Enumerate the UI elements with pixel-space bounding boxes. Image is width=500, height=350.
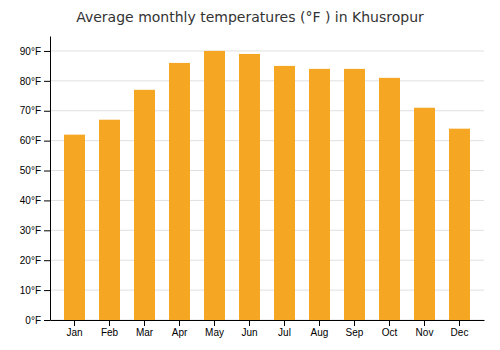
bars	[64, 51, 470, 320]
y-tick: 90°F	[20, 46, 50, 57]
y-tick-mark	[44, 260, 50, 261]
y-tick-label: 80°F	[20, 76, 41, 87]
y-tick-label: 60°F	[20, 135, 41, 146]
x-tick-label: Sep	[346, 327, 364, 338]
y-tick-mark	[44, 320, 50, 321]
x-tick-mark	[214, 320, 215, 326]
x-tick-mark	[144, 320, 145, 326]
y-tick: 70°F	[20, 105, 50, 116]
bar	[309, 69, 330, 320]
x-tick-mark	[389, 320, 390, 326]
x-tick-mark	[74, 320, 75, 326]
x-tick: May	[205, 320, 224, 338]
grid-line	[50, 50, 484, 51]
y-tick: 80°F	[20, 76, 50, 87]
x-tick: Feb	[101, 320, 119, 338]
y-tick-mark	[44, 171, 50, 172]
x-tick: Oct	[382, 320, 398, 338]
x-tick-mark	[179, 320, 180, 326]
y-tick-mark	[44, 111, 50, 112]
y-tick: 0°F	[25, 315, 50, 326]
x-tick-label: Dec	[451, 327, 469, 338]
x-tick-label: Aug	[311, 327, 329, 338]
y-tick-mark	[44, 230, 50, 231]
y-tick-label: 50°F	[20, 165, 41, 176]
y-tick: 10°F	[20, 285, 50, 296]
x-tick: Apr	[172, 320, 188, 338]
y-tick: 50°F	[20, 165, 50, 176]
x-axis-line	[51, 320, 485, 321]
bar	[379, 78, 400, 320]
y-tick-label: 0°F	[25, 315, 41, 326]
bar	[239, 54, 260, 320]
bar	[449, 129, 470, 320]
plot: Jan Feb Mar Apr May Jun Jul Aug Sep Oct Nov Dec 0°F 1…	[20, 37, 485, 339]
grid-line	[50, 80, 484, 81]
x-tick-mark	[424, 320, 425, 326]
x-tick-mark	[459, 320, 460, 326]
y-tick-mark	[44, 51, 50, 52]
bar	[169, 63, 190, 320]
x-tick: Sep	[346, 320, 364, 338]
bar	[64, 135, 85, 320]
grid	[50, 51, 484, 320]
x-tick-label: Mar	[136, 327, 154, 338]
x-tick: Nov	[416, 320, 434, 338]
y-tick-mark	[44, 81, 50, 82]
x-tick-label: Apr	[172, 327, 188, 338]
y-tick: 60°F	[20, 135, 50, 146]
x-tick-label: Jan	[66, 327, 82, 338]
x-tick: Aug	[311, 320, 329, 338]
y-tick: 40°F	[20, 195, 50, 206]
y-tick-label: 20°F	[20, 255, 41, 266]
x-tick-label: Oct	[382, 327, 398, 338]
x-axis: Jan Feb Mar Apr May Jun Jul Aug Sep Oct Nov Dec	[51, 320, 485, 338]
x-tick-mark	[284, 320, 285, 326]
y-tick: 20°F	[20, 255, 50, 266]
x-tick-label: Feb	[101, 327, 119, 338]
x-tick: Mar	[136, 320, 154, 338]
x-tick-mark	[319, 320, 320, 326]
x-tick-label: Jun	[241, 327, 257, 338]
bar	[204, 51, 225, 320]
y-tick-label: 10°F	[20, 285, 41, 296]
x-tick-label: Nov	[416, 327, 434, 338]
chart: Jan Feb Mar Apr May Jun Jul Aug Sep Oct Nov Dec 0°F 1…	[0, 0, 500, 350]
x-tick: Jul	[278, 320, 291, 338]
x-tick-mark	[249, 320, 250, 326]
x-tick: Jan	[66, 320, 82, 338]
y-tick: 30°F	[20, 225, 50, 236]
x-tick-label: May	[205, 327, 224, 338]
x-tick-mark	[354, 320, 355, 326]
y-tick-mark	[44, 141, 50, 142]
y-tick-label: 90°F	[20, 46, 41, 57]
x-tick-label: Jul	[278, 327, 291, 338]
y-tick-label: 70°F	[20, 105, 41, 116]
x-tick: Dec	[451, 320, 469, 338]
bar	[414, 108, 435, 320]
y-axis-line	[50, 37, 51, 321]
bar	[99, 120, 120, 320]
y-tick-label: 30°F	[20, 225, 41, 236]
x-tick: Jun	[241, 320, 257, 338]
x-tick-mark	[109, 320, 110, 326]
bar	[344, 69, 365, 320]
y-tick-label: 40°F	[20, 195, 41, 206]
bar	[134, 90, 155, 320]
title: Average monthly temperatures (°F ) in Kh…	[76, 9, 424, 25]
y-axis: 0°F 10°F 20°F 30°F 40°F 50°F 60°F 70°F 80°F 90°F	[20, 37, 51, 326]
bar	[274, 66, 295, 320]
y-tick-mark	[44, 290, 50, 291]
y-tick-mark	[44, 200, 50, 201]
